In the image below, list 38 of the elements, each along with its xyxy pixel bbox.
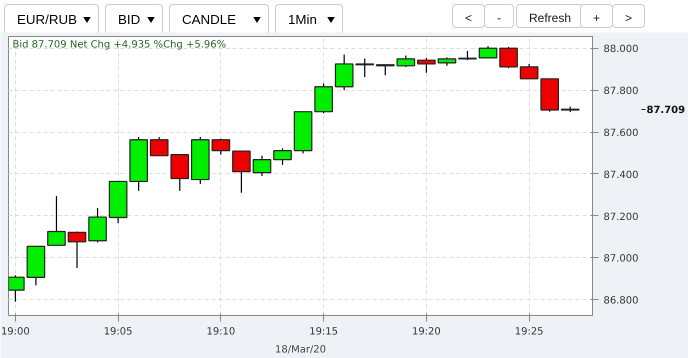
text: 87.709	[646, 105, 686, 116]
text: <	[452, 4, 486, 28]
x-axis-title: 18/Mar/20	[274, 344, 326, 356]
y-tick-label: 87.200	[604, 212, 638, 223]
x-tick-label: 19:25	[514, 326, 544, 338]
y-tick-label: 87.400	[604, 170, 638, 181]
candlestick	[232, 150, 251, 194]
y-tick-label: 87.800	[604, 86, 638, 98]
candlestick	[417, 57, 436, 74]
y-tick-label: 87.600	[604, 128, 638, 140]
x-tick-label: 19:10	[206, 326, 236, 338]
x-tick-label: 19:20	[412, 326, 441, 338]
text: CANDLE	[169, 4, 269, 36]
text: -	[484, 4, 514, 28]
candlestick	[376, 64, 395, 76]
y-tick-label: 87.000	[604, 254, 638, 265]
text: Refresh	[516, 4, 584, 28]
y-tick-label: 88.000	[604, 44, 638, 56]
candlestick	[396, 54, 416, 68]
candlestick	[355, 58, 374, 78]
text: EUR/RUB	[4, 4, 99, 36]
candlestick	[273, 148, 292, 166]
candlestick	[170, 154, 190, 192]
text: BID	[105, 4, 163, 36]
candlestick	[252, 155, 272, 177]
candlestick	[520, 63, 538, 80]
x-tick-label: 19:00	[0, 326, 30, 338]
chart-subtitle: Bid 87.709 Net Chg +4.935 %Chg +5.96%	[12, 40, 226, 50]
candlestick	[212, 138, 230, 156]
candlestick	[334, 54, 354, 91]
x-tick-label: 19:05	[104, 326, 133, 338]
text: +	[580, 4, 614, 28]
text: >	[612, 4, 646, 28]
text: 1Min	[275, 4, 343, 36]
candlestick	[150, 136, 169, 156]
y-tick-label: 86.800	[604, 296, 638, 307]
x-tick-label: 19:15	[309, 326, 338, 338]
candlestick	[458, 50, 477, 61]
